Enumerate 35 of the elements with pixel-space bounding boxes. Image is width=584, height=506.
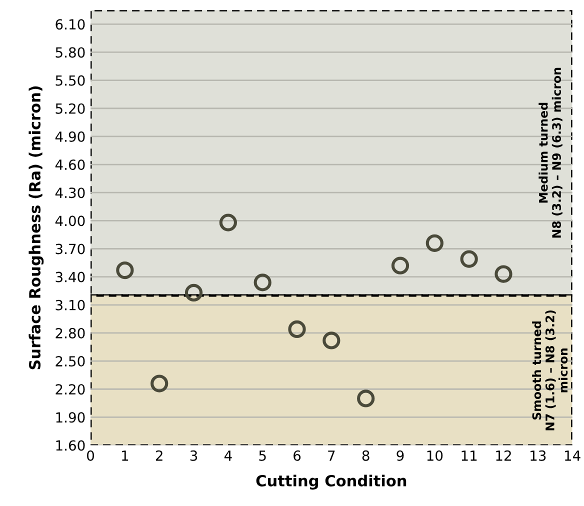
y-tick-label: 2.50 <box>56 356 85 367</box>
x-tick-label: 8 <box>362 450 370 461</box>
y-tick-label: 1.90 <box>56 412 85 423</box>
y-tick-label: 2.20 <box>56 384 85 395</box>
x-tick-label: 1 <box>122 450 128 461</box>
x-tick-label: 12 <box>496 450 511 461</box>
x-tick-label: 2 <box>156 450 162 461</box>
x-tick-label: 9 <box>396 450 404 461</box>
y-tick-label: 4.00 <box>55 216 85 226</box>
x-tick-label: 10 <box>427 450 443 461</box>
x-tick-label: 6 <box>294 450 301 461</box>
y-tick-label: 5.80 <box>56 47 85 58</box>
y-tick-label: 2.80 <box>56 328 85 338</box>
y-tick-label: 5.50 <box>56 75 85 86</box>
x-tick-label: 13 <box>530 450 546 461</box>
y-tick-label: 3.40 <box>56 272 85 282</box>
y-tick-label: 6.10 <box>56 19 85 30</box>
x-axis-title: Cutting Condition <box>256 474 406 490</box>
y-tick-label: 3.70 <box>56 244 85 254</box>
y-tick-label: 4.60 <box>55 160 85 170</box>
x-tick-label: 11 <box>462 450 477 461</box>
y-tick-label: 1.60 <box>56 440 85 451</box>
y-tick-label: 4.90 <box>55 131 85 142</box>
x-tick-label: 0 <box>87 450 94 461</box>
x-tick-label: 14 <box>565 450 580 461</box>
band-label: Medium turned N8 (3.2) – N9 (6.3) micron <box>538 68 562 238</box>
band-label: Smooth turned N7 (1.6) – N8 (3.2) micron <box>532 310 568 430</box>
y-tick-label: 3.10 <box>56 300 85 310</box>
y-tick-label: 5.20 <box>56 103 85 114</box>
x-tick-label: 3 <box>190 450 198 461</box>
x-tick-label: 5 <box>259 450 266 461</box>
y-axis-title: Surface Roughness (Ra) (micron) <box>28 86 44 370</box>
x-tick-label: 7 <box>328 450 335 461</box>
x-tick-label: 4 <box>224 450 232 461</box>
y-tick-label: 4.30 <box>55 188 85 198</box>
